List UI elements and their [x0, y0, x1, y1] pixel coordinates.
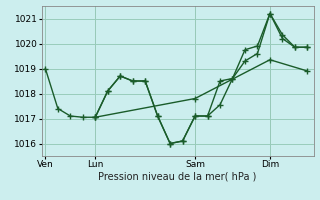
X-axis label: Pression niveau de la mer( hPa ): Pression niveau de la mer( hPa )	[99, 172, 257, 182]
